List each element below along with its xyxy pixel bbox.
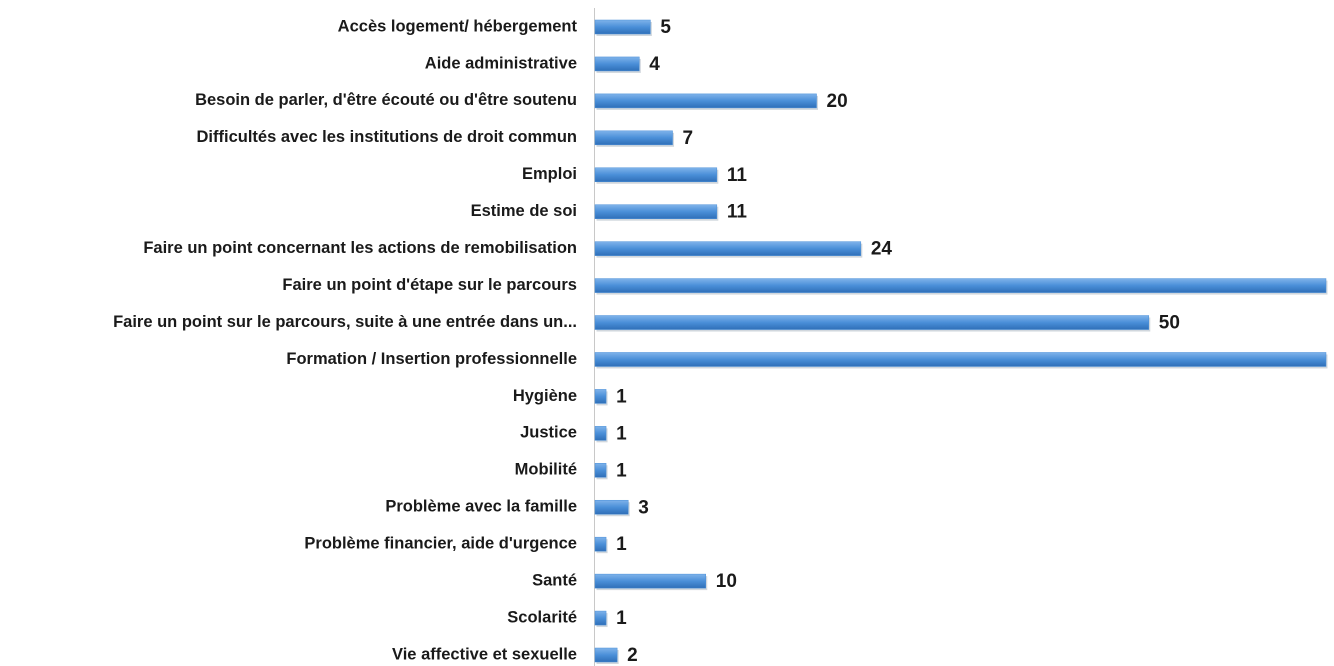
value-label: 1 bbox=[616, 460, 627, 481]
category-label: Problème financier, aide d'urgence bbox=[304, 535, 577, 553]
category-label: Mobilité bbox=[515, 461, 577, 479]
value-label: 5 bbox=[660, 17, 671, 38]
value-label: 11 bbox=[727, 165, 748, 186]
bar bbox=[594, 352, 1327, 367]
category-label: Problème avec la famille bbox=[385, 498, 577, 516]
value-label: 11 bbox=[727, 202, 748, 223]
bar bbox=[594, 426, 607, 441]
category-label: Santé bbox=[532, 571, 577, 589]
category-label: Faire un point concernant les actions de… bbox=[143, 239, 577, 257]
bar bbox=[594, 93, 817, 109]
bar bbox=[594, 204, 718, 219]
category-label: Accès logement/ hébergement bbox=[338, 17, 578, 35]
value-label: 20 bbox=[827, 91, 848, 112]
bar bbox=[594, 315, 1150, 330]
bar bbox=[594, 463, 607, 478]
value-label: 10 bbox=[716, 571, 737, 592]
value-label: 1 bbox=[616, 423, 627, 444]
category-label: Justice bbox=[520, 424, 577, 442]
value-label: 4 bbox=[649, 54, 660, 75]
value-label: 7 bbox=[683, 128, 694, 149]
value-label: 1 bbox=[616, 534, 627, 555]
category-label: Scolarité bbox=[507, 608, 577, 626]
value-label: 24 bbox=[871, 239, 893, 260]
category-label: Faire un point sur le parcours, suite à … bbox=[113, 313, 577, 331]
value-label: 3 bbox=[638, 497, 649, 518]
bar bbox=[594, 573, 707, 589]
category-label: Estime de soi bbox=[471, 202, 577, 220]
value-label: 50 bbox=[1159, 313, 1180, 334]
bar bbox=[594, 647, 618, 663]
category-label: Faire un point d'étape sur le parcours bbox=[282, 276, 577, 294]
category-label: Emploi bbox=[522, 165, 577, 183]
category-label: Vie affective et sexuelle bbox=[392, 645, 577, 663]
category-label: Besoin de parler, d'être écouté ou d'êtr… bbox=[195, 91, 577, 109]
bar bbox=[594, 610, 607, 626]
bar bbox=[594, 278, 1327, 293]
category-label: Aide administrative bbox=[425, 54, 577, 72]
value-label: 1 bbox=[616, 386, 627, 407]
bar bbox=[594, 130, 673, 146]
category-label: Hygiène bbox=[513, 387, 577, 405]
value-label: 2 bbox=[627, 645, 638, 666]
bar bbox=[594, 241, 862, 256]
category-label: Formation / Insertion professionnelle bbox=[286, 350, 577, 368]
bar bbox=[594, 389, 607, 404]
bar bbox=[594, 167, 718, 183]
bar bbox=[594, 536, 607, 552]
bar bbox=[594, 499, 629, 515]
value-label: 1 bbox=[616, 608, 627, 629]
category-label: Difficultés avec les institutions de dro… bbox=[197, 128, 577, 146]
bar bbox=[594, 56, 640, 72]
bar bbox=[594, 19, 651, 35]
